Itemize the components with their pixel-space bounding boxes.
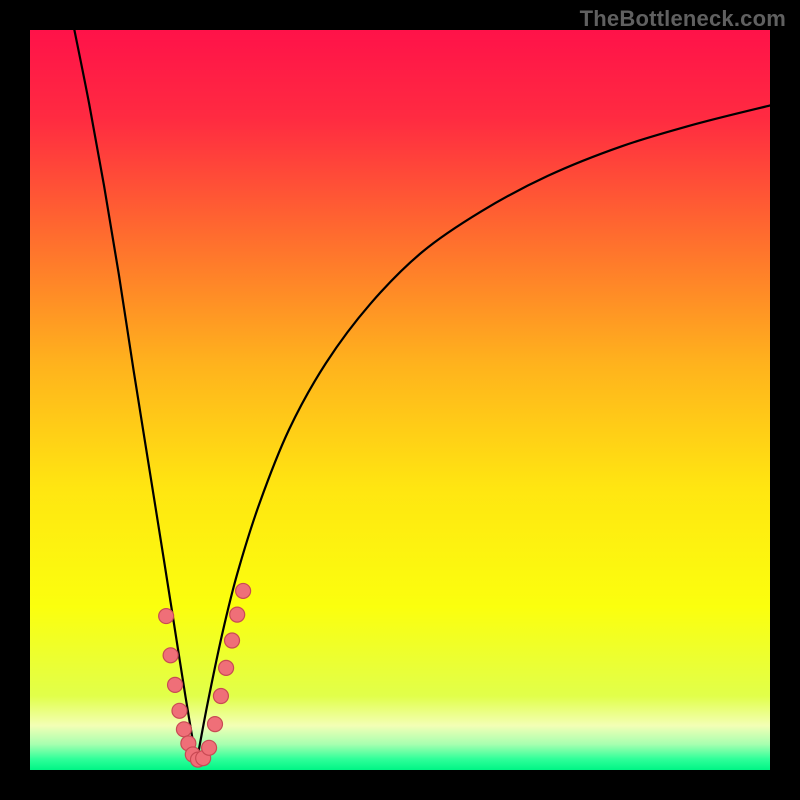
marker-dot (236, 583, 251, 598)
marker-dot (163, 648, 178, 663)
marker-dot (176, 722, 191, 737)
frame-border (770, 0, 800, 800)
marker-dot (225, 633, 240, 648)
marker-dot (213, 689, 228, 704)
bottleneck-chart (0, 0, 800, 800)
marker-dot (168, 677, 183, 692)
marker-dot (219, 660, 234, 675)
marker-dot (208, 717, 223, 732)
frame-border (0, 0, 30, 800)
marker-dot (230, 607, 245, 622)
frame-border (0, 770, 800, 800)
plot-background (30, 30, 770, 770)
marker-dot (159, 609, 174, 624)
marker-dot (202, 740, 217, 755)
watermark-text: TheBottleneck.com (580, 6, 786, 32)
marker-dot (172, 703, 187, 718)
